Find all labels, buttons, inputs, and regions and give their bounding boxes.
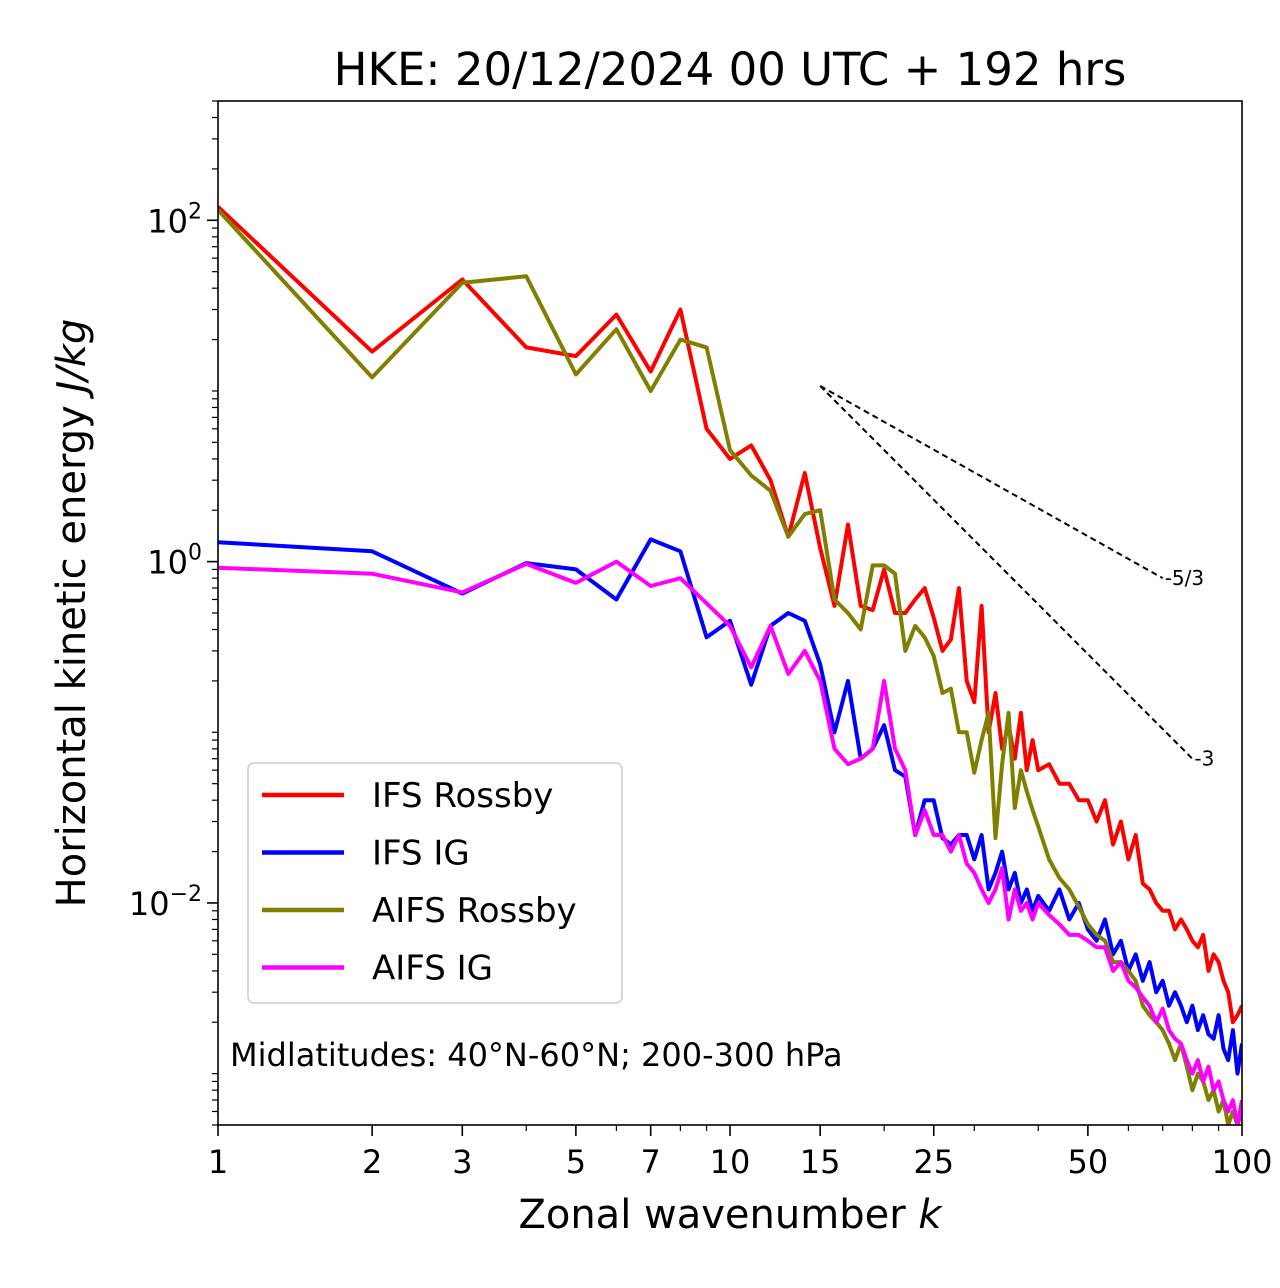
x-tick-label: 2 <box>362 1143 382 1181</box>
x-tick-label: 25 <box>913 1143 954 1181</box>
x-axis-ticks: 1 2 3 5 7 10 15 25 50 100 <box>208 1125 1273 1181</box>
x-tick-label: 7 <box>641 1143 661 1181</box>
chart-title: HKE: 20/12/2024 00 UTC + 192 hrs <box>334 43 1127 96</box>
legend-box <box>247 762 623 1004</box>
legend-label-ifs-ig: IFS IG <box>372 834 470 874</box>
x-tick-label: 3 <box>452 1143 472 1181</box>
y-axis-label-text: Horizontal kinetic energy <box>49 393 95 908</box>
legend: IFS Rossby IFS IG AIFS Rossby AIFS IG <box>247 762 623 1004</box>
reference-slope-lines <box>819 385 1194 760</box>
region-annotation: Midlatitudes: 40°N-60°N; 200-300 hPa <box>230 1036 843 1074</box>
x-tick-label: 10 <box>710 1143 751 1181</box>
x-tick-label: 1 <box>208 1143 228 1181</box>
x-axis-label-text: Zonal wavenumber <box>518 1192 918 1238</box>
legend-label-aifs-ig: AIFS IG <box>372 949 493 989</box>
series-line-aifs-ig <box>218 559 1242 1125</box>
x-tick-label: 5 <box>566 1143 586 1181</box>
x-axis-label-variable: k <box>918 1192 943 1238</box>
y-axis-label: Horizontal kinetic energy J/kg <box>49 319 95 908</box>
reference-slope-labels: -5/3 -3 <box>1165 566 1215 771</box>
series-line-ifs-ig <box>218 537 1242 1076</box>
x-tick-label: 100 <box>1211 1143 1272 1181</box>
reference-slope-label-2: -3 <box>1194 747 1214 771</box>
y-axis-ticks: 102 100 10−2 <box>129 100 218 1126</box>
x-axis-label: Zonal wavenumber k <box>518 1192 943 1238</box>
y-tick-label: 102 <box>147 199 202 240</box>
legend-label-aifs-rossby: AIFS Rossby <box>372 891 577 931</box>
x-tick-label: 15 <box>800 1143 841 1181</box>
legend-items: IFS Rossby IFS IG AIFS Rossby AIFS IG <box>262 776 577 989</box>
series-lines <box>218 205 1242 1125</box>
reference-slope-line-1 <box>819 385 1164 580</box>
y-tick-label: 100 <box>147 541 202 582</box>
y-axis-label-unit: J/kg <box>49 319 95 400</box>
legend-label-ifs-rossby: IFS Rossby <box>372 776 553 816</box>
reference-slope-line-2 <box>819 385 1194 760</box>
reference-slope-label-1: -5/3 <box>1165 566 1204 590</box>
x-tick-label: 50 <box>1068 1143 1109 1181</box>
y-tick-label: 10−2 <box>129 882 202 923</box>
